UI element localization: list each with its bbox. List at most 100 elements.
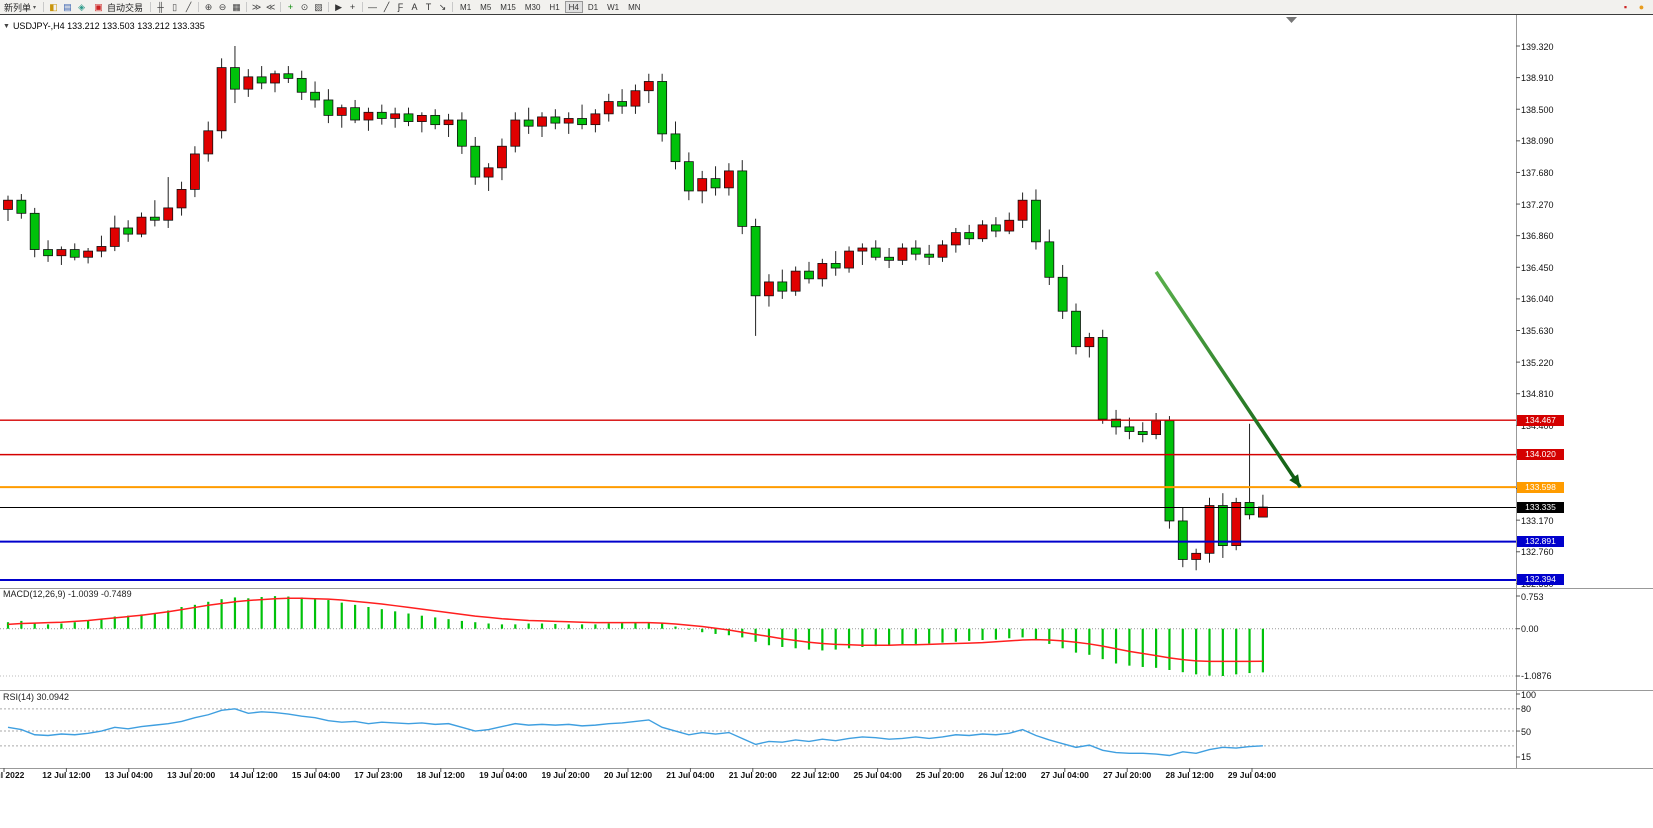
date-tick: 25 Jul 20:00 [915, 770, 965, 780]
date-tick: 28 Jul 12:00 [1165, 770, 1214, 780]
collapse-arrow-icon[interactable]: ▼ [3, 22, 10, 30]
price-tick: 137.270 [1521, 199, 1554, 210]
cursor-icon[interactable]: ▶ [335, 2, 342, 12]
tile-windows-icon[interactable]: ▦ [232, 2, 241, 12]
price-tick: 138.500 [1521, 104, 1554, 115]
charts-icon[interactable]: ◧ [49, 2, 58, 12]
date-tick: 19 Jul 20:00 [541, 770, 590, 780]
toolbar-group-windows: ◧ ▤ ◈ [47, 1, 88, 13]
timeframe-m1[interactable]: M1 [456, 1, 475, 13]
indicators-icon[interactable]: + [287, 2, 294, 12]
macd-axis-tick: 0.00 [1521, 624, 1539, 635]
price-line-badge: 133.335 [1517, 501, 1564, 513]
macd-axis-tick: -1.0876 [1521, 671, 1552, 682]
toolbar-separator [328, 2, 330, 12]
toolbar: 新列单 ▾ ◧ ▤ ◈ ▣ 自动交易 ╫ ▯ ╱ ⊕ ⊖ ▦ ≫ ≪ + ⊙ ▧ ▶ + — ╱ Ƒ A T… [0, 0, 1653, 15]
community-icon[interactable]: ● [1638, 2, 1645, 12]
price-tick: 132.760 [1521, 547, 1554, 558]
date-tick: 19 Jul 04:00 [479, 770, 528, 780]
crosshair-icon[interactable]: + [349, 2, 356, 12]
price-tick: 138.090 [1521, 136, 1554, 147]
data-window-icon[interactable]: ◈ [78, 2, 85, 12]
timeframe-w1[interactable]: W1 [603, 1, 623, 13]
new-order-button[interactable]: 新列单 ▾ [0, 1, 40, 13]
toolbar-separator [280, 2, 282, 12]
rsi-axis-tick: 100 [1521, 689, 1537, 700]
date-tick: 26 Jul 12:00 [978, 770, 1027, 780]
price-line-badge: 132.891 [1517, 536, 1564, 548]
macd-label: MACD(12,26,9) -1.0039 -0.7489 [3, 589, 132, 599]
toolbar-group-cursor: ▶ + [332, 1, 359, 13]
line-chart-icon[interactable]: ╱ [185, 2, 192, 12]
price-tick: 136.040 [1521, 294, 1554, 305]
zoom-in-icon[interactable]: ⊕ [204, 2, 213, 12]
chart-shift-icon[interactable]: ≪ [265, 2, 276, 12]
toolbar-group-zoom: ⊕ ⊖ ▦ [202, 1, 243, 13]
symbol-ohlc-text: USDJPY-,H4 133.212 133.503 133.212 133.3… [12, 21, 205, 31]
timeframe-h1[interactable]: H1 [545, 1, 563, 13]
toolbar-group-scroll: ≫ ≪ [250, 1, 277, 13]
trendline-icon[interactable]: ╱ [383, 2, 390, 12]
price-tick: 134.400 [1521, 420, 1554, 431]
macd-axis-tick: 0.753 [1521, 591, 1544, 602]
toolbar-separator [150, 2, 152, 12]
price-tick: 134.810 [1521, 389, 1554, 400]
price-tick: 133.170 [1521, 515, 1554, 526]
date-tick: 21 Jul 04:00 [666, 770, 715, 780]
date-tick: 1 Jul 2022 [0, 770, 25, 780]
price-tick: 136.860 [1521, 231, 1554, 242]
text-icon[interactable]: A [411, 2, 418, 12]
date-tick: 15 Jul 04:00 [291, 770, 341, 780]
symbol-ohlc-title: ▼ USDJPY-,H4 133.212 133.503 133.212 133… [3, 21, 205, 31]
auto-trading-button[interactable]: ▣ 自动交易 [88, 1, 147, 13]
date-tick: 20 Jul 12:00 [603, 770, 653, 780]
price-tick: 136.450 [1521, 262, 1554, 273]
toolbar-group-line-tools: — ╱ Ƒ A T ↘ [366, 1, 449, 13]
date-tick: 27 Jul 04:00 [1040, 770, 1089, 780]
price-line-badge: 133.598 [1517, 481, 1564, 493]
timeframe-d1[interactable]: D1 [584, 1, 602, 13]
timeframe-mn[interactable]: MN [624, 1, 644, 13]
price-line-badge: 134.020 [1517, 449, 1564, 461]
toolbar-separator [452, 2, 454, 12]
toolbar-group-objects: + ⊙ ▧ [284, 1, 325, 13]
chevron-down-icon: ▾ [33, 4, 37, 11]
price-tick: 138.910 [1521, 73, 1554, 84]
candlestick-icon[interactable]: ▯ [172, 2, 178, 12]
new-order-label: 新列单 [4, 2, 32, 13]
label-icon[interactable]: T [425, 2, 432, 12]
toolbar-separator [246, 2, 248, 12]
horizontal-line-icon[interactable]: — [368, 2, 378, 12]
date-tick: 21 Jul 20:00 [728, 770, 777, 780]
arrows-tool-icon[interactable]: ↘ [438, 2, 447, 12]
toolbar-group-chart-type: ╫ ▯ ╱ [154, 1, 195, 13]
date-tick: 13 Jul 20:00 [167, 770, 216, 780]
date-tick: 18 Jul 12:00 [416, 770, 465, 780]
templates-icon[interactable]: ▧ [314, 2, 323, 12]
timeframe-m5[interactable]: M5 [476, 1, 495, 13]
timeframe-m30[interactable]: M30 [521, 1, 545, 13]
rsi-axis-tick: 80 [1521, 704, 1532, 715]
date-tick: 14 Jul 12:00 [229, 770, 278, 780]
auto-trading-icon: ▣ [94, 2, 103, 12]
timeframe-m15[interactable]: M15 [496, 1, 520, 13]
bar-chart-icon[interactable]: ╫ [157, 2, 164, 12]
zoom-out-icon[interactable]: ⊖ [218, 2, 227, 12]
trend-arrow [1154, 270, 1302, 488]
price-tick: 137.680 [1521, 167, 1554, 178]
toolbar-separator [362, 2, 364, 12]
date-tick: 25 Jul 04:00 [853, 770, 902, 780]
rsi-axis-tick: 15 [1521, 752, 1532, 763]
price-tick: 135.220 [1521, 357, 1554, 368]
timeframe-h4[interactable]: H4 [564, 1, 583, 13]
profiles-icon[interactable]: ▤ [63, 2, 72, 12]
auto-scroll-icon[interactable]: ≫ [251, 2, 262, 12]
fibonacci-icon[interactable]: Ƒ [397, 2, 404, 12]
rsi-label: RSI(14) 30.0942 [3, 692, 70, 702]
price-tick: 135.630 [1521, 325, 1554, 336]
periods-icon[interactable]: ⊙ [300, 2, 309, 12]
date-tick: 12 Jul 12:00 [42, 770, 91, 780]
alert-icon[interactable]: ▪ [1623, 2, 1628, 12]
toolbar-separator [198, 2, 200, 12]
